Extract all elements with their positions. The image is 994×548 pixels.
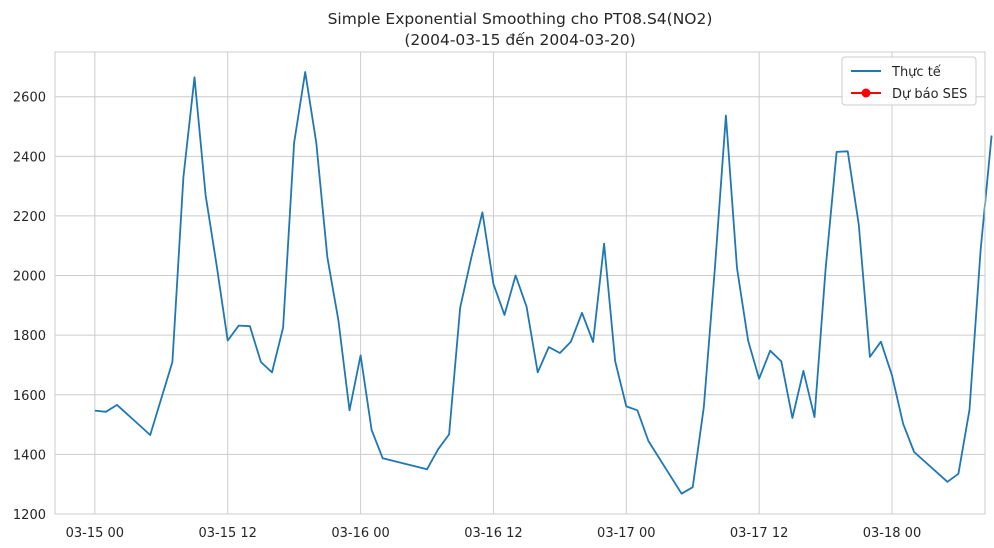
y-tick-label: 1400 [13,448,46,463]
y-tick-label: 2200 [13,210,46,225]
legend-label-actual: Thực tế [891,65,941,80]
x-tick-label: 03-18 00 [863,526,921,541]
y-tick-label: 2400 [13,150,46,165]
y-tick-label: 2600 [13,91,46,106]
x-tick-label: 03-17 12 [730,526,788,541]
plot-background [55,52,985,514]
y-tick-label: 1800 [13,329,46,344]
x-tick-label: 03-16 00 [331,526,389,541]
legend-label-forecast: Dự báo SES [892,87,967,102]
series-layer [94,71,993,495]
y-tick-label: 1200 [13,508,46,523]
plot-area [55,52,985,514]
tick-labels: 03-15 00 03-15 12 03-16 00 03-16 12 03-17 00… [13,91,921,541]
legend: Thực tế Dự báo SES [841,56,977,106]
series-line-0 [94,71,993,495]
axes [54,51,986,515]
x-tick-label: 03-17 00 [597,526,655,541]
plot-frame [54,51,986,515]
chart-title-line1: Simple Exponential Smoothing cho PT08.S4… [328,10,713,28]
chart-title-line2: (2004-03-15 đến 2004-03-20) [404,31,635,49]
legend-marker-forecast [861,88,871,98]
x-tick-label: 03-16 12 [464,526,522,541]
y-tick-label: 1600 [13,389,46,404]
x-tick-label: 03-15 12 [198,526,256,541]
y-tick-label: 2000 [13,270,46,285]
x-tick-label: 03-15 00 [66,526,124,541]
